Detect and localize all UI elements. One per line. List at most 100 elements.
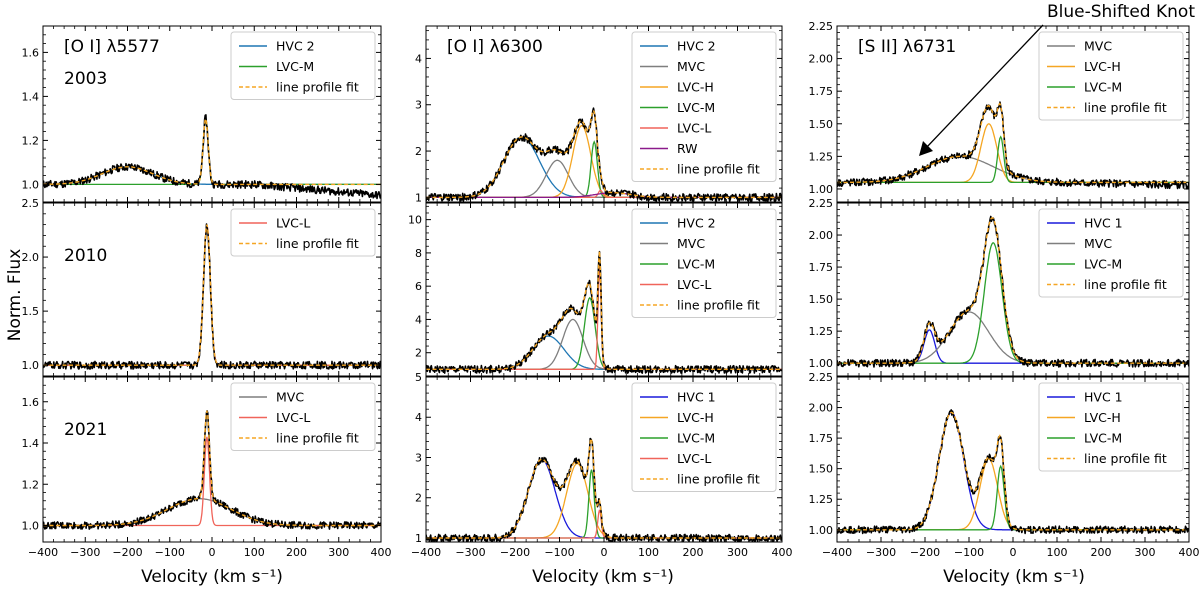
y-tick-label: 1.2 <box>22 478 40 491</box>
legend-label: line profile fit <box>677 162 760 177</box>
x-tick-label: 200 <box>1091 546 1112 559</box>
legend-label: HVC 2 <box>677 216 716 231</box>
x-tick-label: −300 <box>70 546 100 559</box>
panel-oi6300_2021: −400 −300 −200 −100 0 100 200 300 400 1 2 3 4 5 HVC 1 L… <box>411 371 793 559</box>
legend-label: MVC <box>677 59 705 74</box>
line-profile-fit <box>426 108 782 199</box>
legend: MVC LVC-L line profile fit <box>230 382 376 451</box>
x-tick-label: 100 <box>1047 546 1068 559</box>
x-tick-label: 200 <box>286 546 307 559</box>
x-tick-label: 300 <box>727 546 748 559</box>
y-tick-label: 1.0 <box>22 520 40 533</box>
y-tick-label: 2 <box>415 492 422 505</box>
x-axis-title-col1: Velocity (km s⁻¹) <box>141 567 283 587</box>
legend-label: line profile fit <box>276 236 359 251</box>
x-tick-label: −300 <box>866 546 896 559</box>
line-profile-fit <box>43 224 381 366</box>
y-tick-label: 1.4 <box>22 90 40 103</box>
x-tick-label: −200 <box>112 546 142 559</box>
y-tick-label: 1.75 <box>809 261 834 274</box>
x-tick-label: −300 <box>455 546 485 559</box>
legend-label: LVC-L <box>677 121 711 136</box>
legend-label: LVC-M <box>1084 257 1122 272</box>
legend-label: LVC-M <box>677 431 715 446</box>
y-tick-label: 1.00 <box>809 357 834 370</box>
blue-shifted-knot-annotation: Blue-Shifted Knot <box>1047 2 1195 22</box>
y-tick-label: 1.0 <box>22 359 40 372</box>
y-tick-label: 1.5 <box>22 305 40 318</box>
legend-label: MVC <box>276 390 304 405</box>
y-tick-label: 4 <box>415 313 422 326</box>
y-tick-label: 1.75 <box>809 85 834 98</box>
observed-spectrum <box>837 101 1189 190</box>
y-tick-label: 3 <box>415 451 422 464</box>
y-tick-label: 2.25 <box>809 371 834 384</box>
y-axis-title: Norm. Flux <box>5 249 25 342</box>
y-tick-label: 2.5 <box>22 197 40 210</box>
legend-label: RW <box>677 141 698 156</box>
year-label: 2003 <box>64 69 107 89</box>
x-tick-label: 100 <box>638 546 659 559</box>
line-profile-fit <box>426 251 782 370</box>
y-tick-label: 1.50 <box>809 463 834 476</box>
legend-label: line profile fit <box>677 298 760 313</box>
x-tick-label: 300 <box>1135 546 1156 559</box>
x-tick-label: −100 <box>544 546 574 559</box>
component-curve-lvc-m <box>837 464 1189 531</box>
panel-oi5577_2021: −400 −300 −200 −100 0 100 200 300 400 1.0 1.2 1.4 1.… <box>22 376 392 559</box>
y-tick-label: 4 <box>415 52 422 65</box>
x-tick-label: 400 <box>772 546 793 559</box>
legend-label: HVC 2 <box>677 39 716 54</box>
y-tick-label: 1.4 <box>22 437 40 450</box>
legend-label: LVC-M <box>1084 431 1122 446</box>
y-tick-label: 8 <box>415 247 422 260</box>
legend-label: LVC-H <box>677 410 714 425</box>
x-tick-label: 200 <box>683 546 704 559</box>
x-tick-label: 0 <box>209 546 216 559</box>
legend: HVC 1 MVC LVC-M line profile fit <box>1038 208 1184 298</box>
panel-oi5577_2010: 1.0 1.5 2.0 2.5 2010 LVC-L line profile fit <box>22 197 382 377</box>
annotation-arrow <box>925 24 1044 149</box>
y-tick-label: 5 <box>415 371 422 384</box>
year-label: 2010 <box>64 246 107 266</box>
annotation-arrowhead <box>919 141 933 156</box>
legend-label: line profile fit <box>677 472 760 487</box>
x-tick-label: 0 <box>601 546 608 559</box>
legend-label: HVC 1 <box>1084 390 1123 405</box>
legend-label: HVC 1 <box>1084 216 1123 231</box>
y-tick-label: 2 <box>415 347 422 360</box>
x-tick-label: 300 <box>328 546 349 559</box>
panel-sii6731_2021: −400 −300 −200 −100 0 100 200 300 400 1.00 1.25 1.5… <box>809 371 1200 559</box>
y-tick-label: 2.25 <box>809 197 834 210</box>
y-tick-label: 1 <box>415 191 422 204</box>
legend-label: line profile fit <box>1084 277 1167 292</box>
panel-title: [S II] λ6731 <box>858 37 956 57</box>
y-tick-label: 2.25 <box>809 20 834 33</box>
line-profile-fit <box>837 411 1189 531</box>
legend-label: MVC <box>677 236 705 251</box>
panel-oi6300_2010: 2 4 6 8 10 HVC 2 MVC LVC-M LVC-L line profile fit <box>408 202 783 377</box>
panel-title: [O I] λ6300 <box>447 37 543 57</box>
legend-label: MVC <box>1084 39 1112 54</box>
legend: HVC 2 MVC LVC-H LVC-M LVC-L RW line profile fi… <box>631 31 777 182</box>
x-tick-label: −400 <box>411 546 441 559</box>
legend-label: LVC-M <box>677 100 715 115</box>
legend: HVC 2 MVC LVC-M LVC-L line profile fit <box>631 208 777 318</box>
y-tick-label: 2.00 <box>809 229 834 242</box>
y-tick-label: 1.50 <box>809 293 834 306</box>
panel-oi6300_2003: 1 2 3 4 [O I] λ6300 HVC 2 MVC LVC-H LVC-M LVC-L RW… <box>415 25 783 204</box>
x-tick-label: −400 <box>822 546 852 559</box>
legend-label: MVC <box>1084 236 1112 251</box>
x-axis-title-col2: Velocity (km s⁻¹) <box>532 567 674 587</box>
observed-spectrum <box>837 215 1189 368</box>
legend-label: HVC 1 <box>677 390 716 405</box>
x-tick-label: −400 <box>28 546 58 559</box>
y-tick-label: 1 <box>415 532 422 545</box>
y-tick-label: 1.50 <box>809 118 834 131</box>
y-tick-label: 1.25 <box>809 493 834 506</box>
y-tick-label: 6 <box>415 280 422 293</box>
legend-label: LVC-M <box>276 59 314 74</box>
x-tick-label: 0 <box>1010 546 1017 559</box>
panel-sii6731_2010: 1.00 1.25 1.50 1.75 2.00 2.25 HVC 1 MVC LVC-M lin… <box>809 197 1190 377</box>
legend-label: line profile fit <box>1084 100 1167 115</box>
